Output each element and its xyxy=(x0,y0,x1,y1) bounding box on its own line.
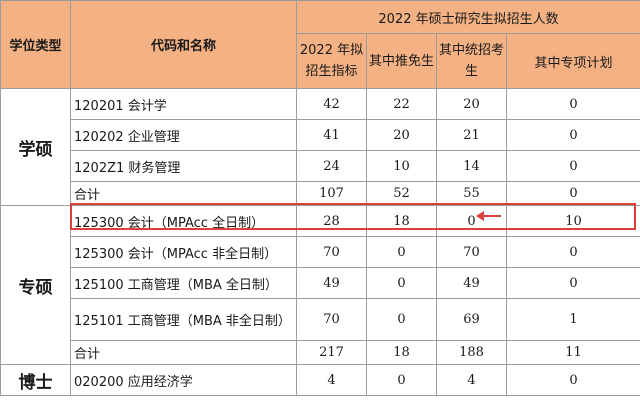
program-name: 125101 工商管理（MBA 非全日制） xyxy=(70,298,297,341)
special-value: 11 xyxy=(505,340,640,365)
program-name: 125300 会计（MPAcc 非全日制） xyxy=(70,236,297,268)
unified-value: 21 xyxy=(436,119,507,151)
header-row-1: 学位类型 代码和名称 2022 年硕士研究生拟招生人数 xyxy=(0,0,640,89)
plan-value: 28 xyxy=(296,205,367,237)
exempt-value: 10 xyxy=(366,150,437,182)
plan-value: 70 xyxy=(296,236,367,268)
special-value: 0 xyxy=(505,88,640,120)
special-value: 0 xyxy=(505,364,640,396)
plan-value: 4 xyxy=(296,364,367,396)
unified-value: 188 xyxy=(436,340,507,365)
plan-value: 42 xyxy=(296,88,367,120)
table-row: 120202 企业管理 41 20 21 0 xyxy=(1,119,640,151)
plan-value: 24 xyxy=(296,150,367,182)
unified-value: 4 xyxy=(436,364,507,396)
table-row-highlighted: 专硕 125300 会计（MPAcc 全日制） 28 18 0 10 xyxy=(0,205,640,365)
unified-value: 14 xyxy=(436,150,507,182)
unified-value: 49 xyxy=(436,267,507,299)
special-value: 0 xyxy=(505,119,640,151)
header-unified: 其中统招考生 xyxy=(436,33,507,89)
subtotal-label: 合计 xyxy=(70,181,297,206)
program-name: 120201 会计学 xyxy=(70,88,297,120)
plan-value: 70 xyxy=(296,298,367,341)
admission-table: 学位类型 代码和名称 2022 年硕士研究生拟招生人数 2022 年拟招生指标 … xyxy=(0,0,640,396)
unified-value: 70 xyxy=(436,236,507,268)
header-plan: 2022 年拟招生指标 xyxy=(296,33,367,89)
special-value: 0 xyxy=(505,267,640,299)
special-value: 10 xyxy=(505,205,640,237)
subtotal-row: 合计 217 18 188 11 xyxy=(1,340,640,365)
header-group-title: 2022 年硕士研究生拟招生人数 xyxy=(295,0,640,34)
plan-value: 49 xyxy=(296,267,367,299)
table-row: 125100 工商管理（MBA 全日制） 49 0 49 0 xyxy=(1,267,640,299)
exempt-value: 20 xyxy=(366,119,437,151)
table-row: 博士 020200 应用经济学 4 0 4 0 xyxy=(0,364,640,396)
exempt-value: 18 xyxy=(366,340,437,365)
plan-value: 41 xyxy=(296,119,367,151)
exempt-value: 52 xyxy=(366,181,437,206)
program-name: 020200 应用经济学 xyxy=(70,364,297,396)
header-degree-type: 学位类型 xyxy=(0,0,71,89)
special-value: 0 xyxy=(505,181,640,206)
exempt-value: 0 xyxy=(366,267,437,299)
unified-value: 69 xyxy=(436,298,507,341)
plan-value: 107 xyxy=(296,181,367,206)
exempt-value: 0 xyxy=(366,236,437,268)
program-name: 120202 企业管理 xyxy=(70,119,297,151)
subtotal-label: 合计 xyxy=(70,340,297,365)
program-name: 125100 工商管理（MBA 全日制） xyxy=(70,267,297,299)
program-name: 125300 会计（MPAcc 全日制） xyxy=(70,205,297,237)
category-cell: 专硕 xyxy=(0,205,71,365)
special-value: 0 xyxy=(505,236,640,268)
header-row-2: 2022 年拟招生指标 其中推免生 其中统招考生 其中专项计划 xyxy=(1,33,640,89)
exempt-value: 18 xyxy=(366,205,437,237)
header-code-name: 代码和名称 xyxy=(70,0,297,89)
exempt-value: 22 xyxy=(366,88,437,120)
exempt-value: 0 xyxy=(366,298,437,341)
table-row: 125300 会计（MPAcc 非全日制） 70 0 70 0 xyxy=(1,236,640,268)
table-row: 1202Z1 财务管理 24 10 14 0 xyxy=(1,150,640,182)
plan-value: 217 xyxy=(296,340,367,365)
subtotal-row: 合计 107 52 55 0 xyxy=(1,181,640,206)
category-cell: 学硕 xyxy=(0,88,71,206)
table-row: 125101 工商管理（MBA 非全日制） 70 0 69 1 xyxy=(1,298,640,341)
special-value: 0 xyxy=(505,150,640,182)
program-name: 1202Z1 财务管理 xyxy=(70,150,297,182)
unified-value: 0 xyxy=(436,205,507,237)
unified-value: 55 xyxy=(436,181,507,206)
special-value: 1 xyxy=(505,298,640,341)
category-cell: 博士 xyxy=(0,364,71,396)
unified-value: 20 xyxy=(436,88,507,120)
header-exempt: 其中推免生 xyxy=(366,33,437,89)
table-row: 学硕 120201 会计学 42 22 20 0 xyxy=(0,88,640,206)
exempt-value: 0 xyxy=(366,364,437,396)
header-special: 其中专项计划 xyxy=(505,33,640,89)
